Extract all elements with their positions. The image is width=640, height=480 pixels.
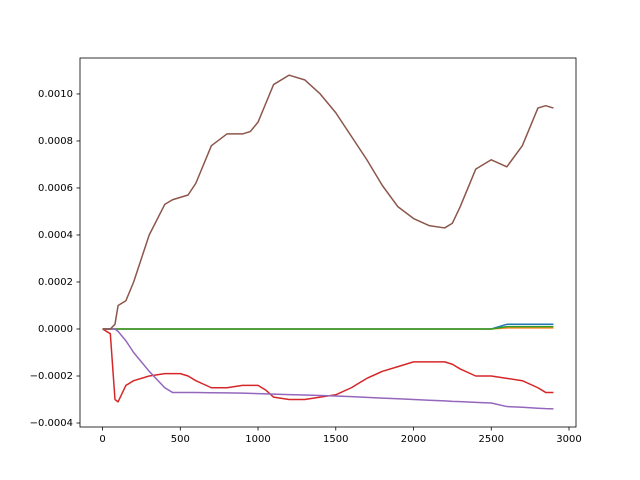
x-tick-label: 2500: [479, 434, 504, 445]
series-line: [102, 328, 554, 410]
axes-frame: [79, 57, 577, 428]
series-line: [102, 325, 554, 330]
x-tick-label: 500: [171, 434, 190, 445]
y-tick-label: 0.0000: [38, 324, 73, 335]
plot-area: [80, 58, 576, 427]
y-tick-label: −0.0002: [30, 371, 73, 382]
x-tick-label: 1000: [245, 434, 270, 445]
y-tick-label: 0.0010: [38, 89, 73, 100]
y-tick-label: −0.0004: [30, 418, 73, 429]
y-tick-label: 0.0008: [38, 136, 73, 147]
x-tick-label: 2000: [401, 434, 426, 445]
x-tick-label: 3000: [556, 434, 581, 445]
y-tick-label: 0.0004: [38, 230, 73, 241]
series-line: [102, 74, 554, 330]
x-tick-label: 0: [99, 434, 105, 445]
y-tick-label: 0.0006: [38, 183, 73, 194]
series-line: [102, 328, 554, 403]
x-tick-label: 1500: [323, 434, 348, 445]
y-tick-label: 0.0002: [38, 277, 73, 288]
